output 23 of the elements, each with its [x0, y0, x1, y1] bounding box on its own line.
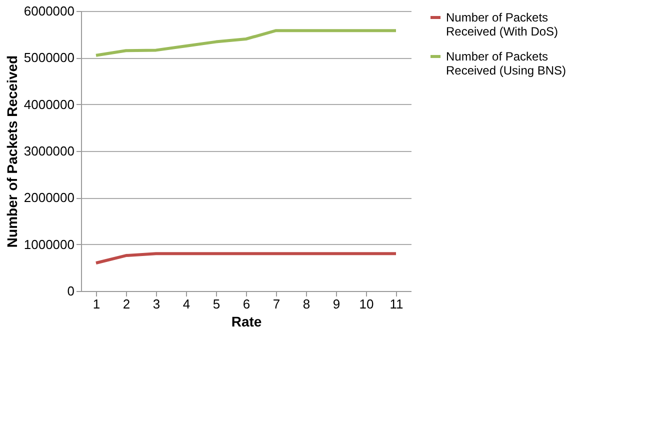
line-series	[94, 29, 398, 57]
x-tick-label: 2	[122, 296, 130, 312]
x-tick-label: 10	[359, 296, 374, 312]
x-tick-label: 9	[332, 296, 340, 312]
x-tick-label: 4	[182, 296, 190, 312]
y-tick-label: 1000000	[24, 236, 74, 252]
y-axis-title: Number of Packets Received	[4, 55, 20, 248]
x-tick-label: 8	[302, 296, 310, 312]
y-tick-label: 2000000	[24, 190, 74, 206]
x-axis-title: Rate	[231, 314, 262, 330]
y-tick-label: 3000000	[24, 144, 74, 158]
x-tick-label: 11	[390, 296, 404, 312]
y-tick-label: 4000000	[24, 96, 74, 112]
x-tick-label: 6	[242, 296, 250, 312]
y-tick-label: 5000000	[24, 50, 74, 66]
x-tick-label: 1	[92, 296, 100, 312]
legend-label: Number of Packets Received (Using BNS)	[446, 50, 566, 78]
y-tick-label: 6000000	[24, 4, 74, 18]
x-tick-label: 3	[152, 296, 160, 312]
legend-label: Number of Packets Received (With DoS)	[446, 10, 558, 38]
x-tick-label: 7	[272, 296, 280, 312]
y-tick-label: 0	[67, 284, 74, 298]
x-tick-label: 5	[212, 296, 220, 312]
